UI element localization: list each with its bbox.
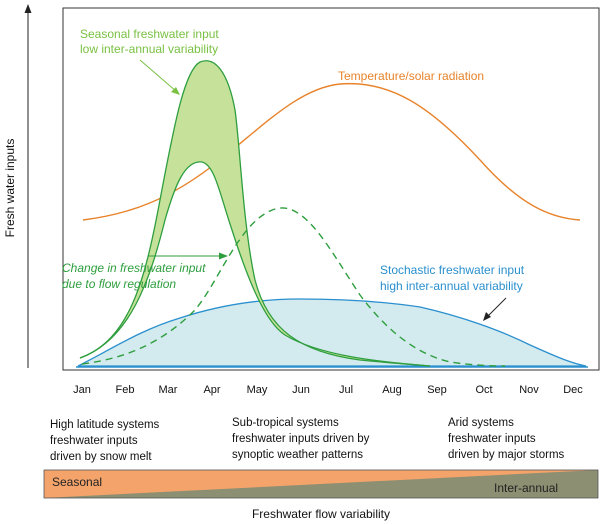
month-label: Oct [475, 384, 492, 396]
seasonal-pointer-arrowhead [171, 87, 180, 95]
temperature-curve [82, 82, 581, 221]
high-latitude-line-2: freshwater inputs [50, 435, 138, 447]
stochastic-pointer-arrowhead [483, 312, 491, 321]
month-label: Jul [339, 384, 353, 396]
seasonal-upper-edge [79, 60, 431, 367]
high-latitude-line-3: driven by snow melt [50, 451, 152, 463]
month-label: Aug [382, 384, 402, 396]
variability-bar-left-label: Seasonal [52, 475, 102, 489]
stochastic-annotation-line-1: Stochastic freshwater input [380, 263, 525, 277]
high-latitude-line-1: High latitude systems [50, 419, 160, 431]
sub-tropical-line-2: freshwater inputs driven by [232, 433, 370, 445]
regulation-annotation: Change in freshwater input due to flow r… [62, 252, 228, 291]
arid-line-2: freshwater inputs [448, 433, 536, 445]
axes [24, 4, 600, 371]
variability-bar-right-label: Inter-annual [494, 481, 558, 495]
sub-tropical-systems: Sub-tropical systems freshwater inputs d… [232, 417, 370, 461]
regulation-annotation-line-2: due to flow regulation [62, 277, 176, 291]
month-label: Mar [159, 384, 178, 396]
seasonal-annotation: Seasonal freshwater input low inter-annu… [80, 27, 219, 95]
stochastic-pointer-arrow [486, 297, 507, 318]
temperature-annotation: Temperature/solar radiation [338, 69, 484, 83]
month-label: May [247, 384, 268, 396]
seasonal-lower-edge [79, 161, 431, 367]
month-label: Dec [563, 384, 583, 396]
y-axis-label: Fresh water inputs [3, 139, 17, 238]
sub-tropical-line-1: Sub-tropical systems [232, 417, 339, 429]
stochastic-curve [77, 298, 587, 367]
stochastic-annotation-line-2: high inter-annual variability [380, 279, 523, 293]
variability-bar-border [43, 469, 599, 499]
month-label: Jan [73, 384, 91, 396]
sub-tropical-line-3: synoptic weather patterns [232, 449, 363, 461]
month-label: Nov [519, 384, 539, 396]
x-axis-months: Jan Feb Mar Apr May Jun Jul Aug Sep Oct … [73, 384, 583, 396]
high-latitude-systems: High latitude systems freshwater inputs … [50, 419, 160, 463]
variability-title: Freshwater flow variability [252, 507, 390, 521]
seasonal-annotation-line-1: Seasonal freshwater input [80, 27, 219, 41]
stochastic-annotation: Stochastic freshwater input high inter-a… [380, 263, 525, 321]
variability-bar: Seasonal Inter-annual [43, 469, 599, 499]
regulation-annotation-line-1: Change in freshwater input [62, 261, 206, 275]
regulation-pointer-arrowhead [219, 252, 228, 260]
month-label: Feb [116, 384, 135, 396]
y-axis-arrowhead [24, 4, 32, 13]
interannual-wedge [44, 470, 598, 498]
plot-frame [62, 7, 600, 371]
month-label: Jun [292, 384, 310, 396]
arid-systems: Arid systems freshwater inputs driven by… [448, 417, 565, 461]
arid-line-1: Arid systems [448, 417, 514, 429]
seasonal-annotation-line-2: low inter-annual variability [80, 42, 218, 56]
arid-line-3: driven by major storms [448, 449, 565, 461]
month-label: Sep [427, 384, 447, 396]
seasonal-pointer-arrow [139, 59, 178, 93]
month-label: Apr [203, 384, 220, 396]
